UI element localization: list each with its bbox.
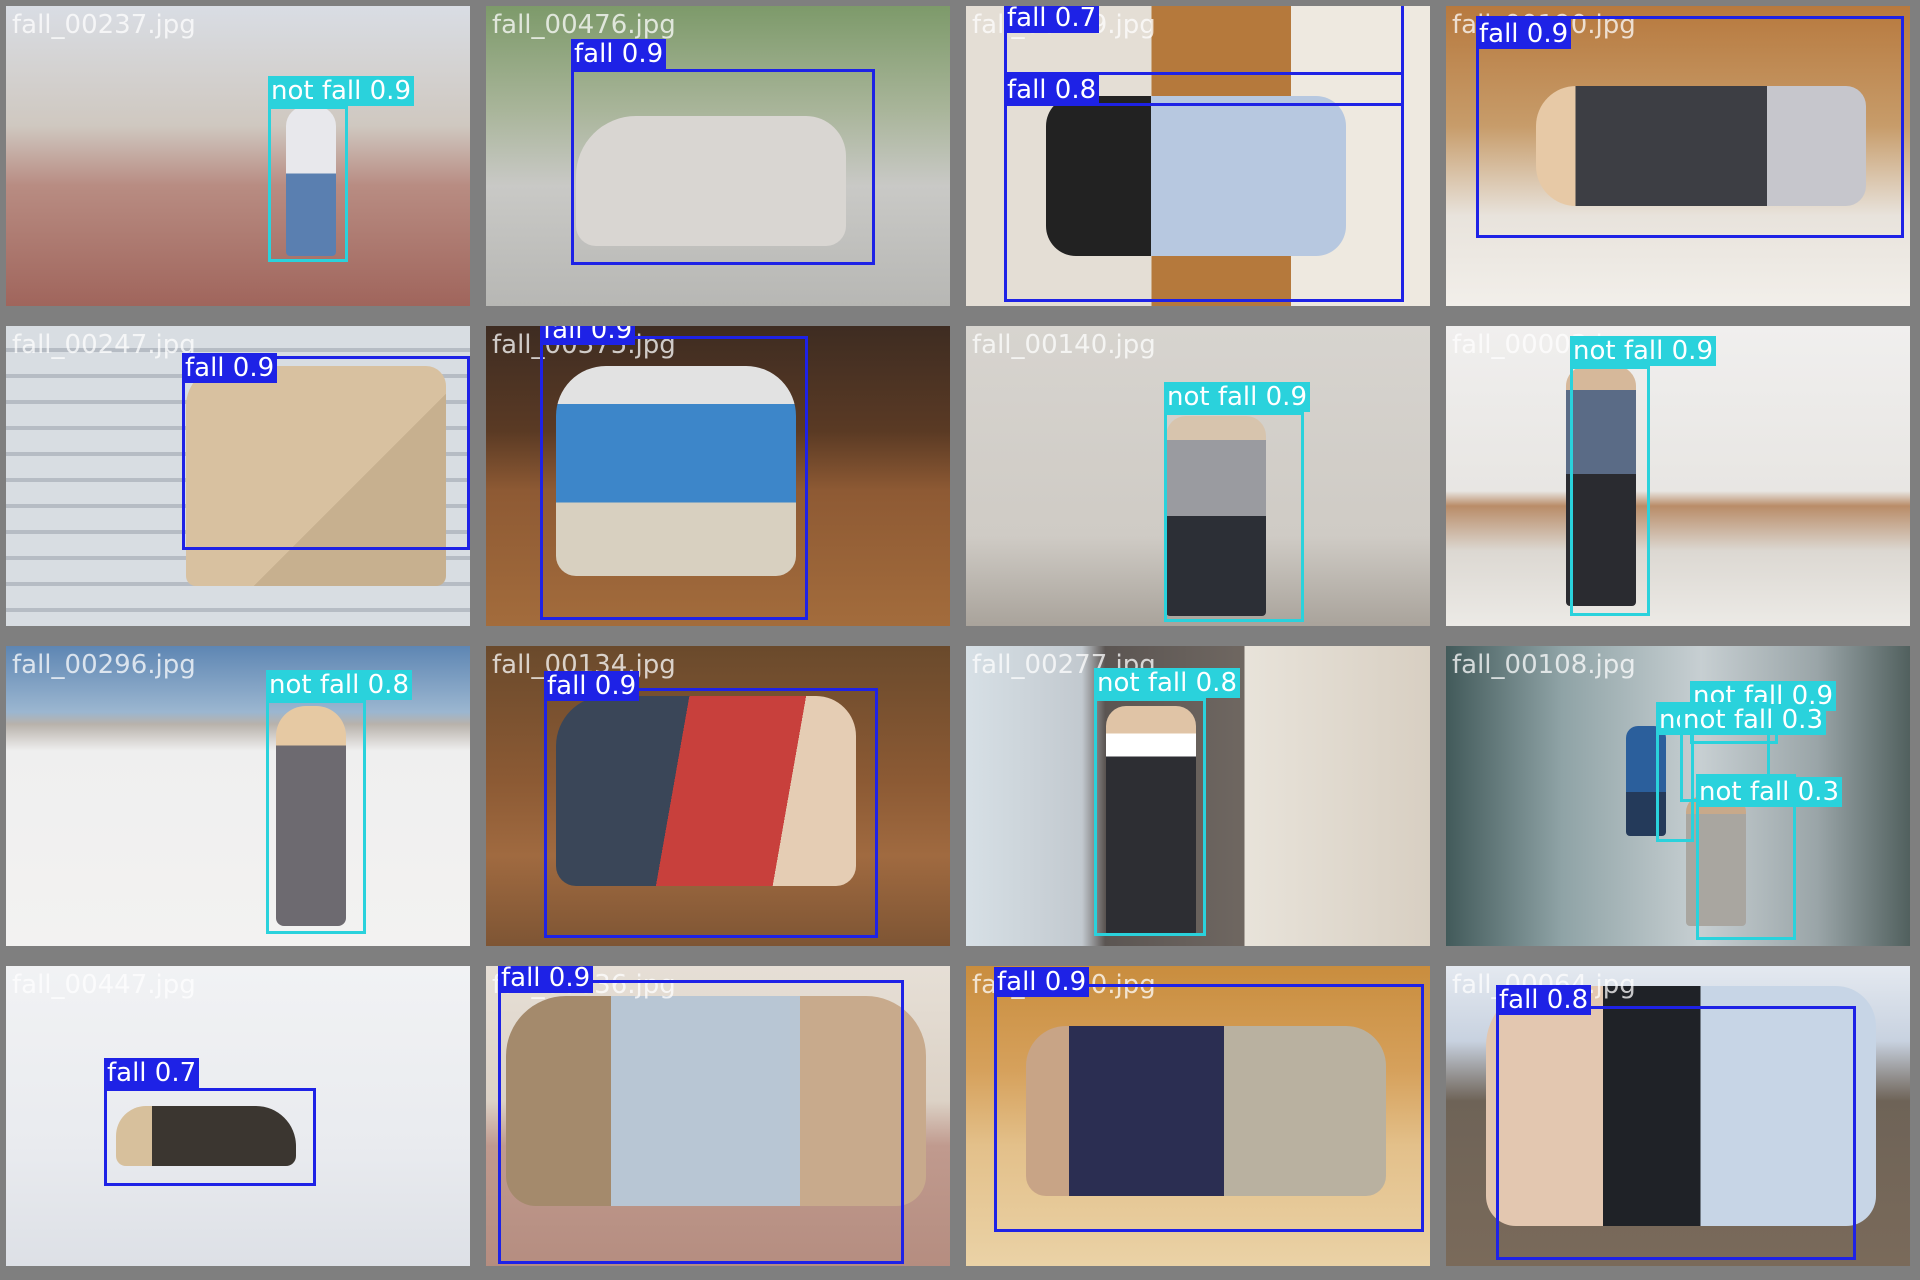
person-figure (1536, 86, 1866, 206)
person-figure (276, 706, 346, 926)
detection-box: fall 0.9 (994, 967, 1424, 1232)
detection-label: fall 0.9 (1476, 19, 1572, 49)
person-figure (1566, 366, 1636, 606)
image-tile: fall_00064.jpg fall 0.8 (1446, 966, 1910, 1266)
detection-label: fall 0.8 (1496, 985, 1592, 1015)
image-tile: fall_00476.jpg fall 0.9 (486, 6, 950, 306)
detection-label: fall 0.9 (994, 967, 1090, 997)
scene-bright-room (1446, 326, 1910, 626)
file-name: fall_00140.jpg (972, 330, 1156, 360)
person-figure (556, 366, 796, 576)
detection-label: not fall 0.8 (1094, 668, 1240, 698)
image-tile: fall_00296.jpg not fall 0.8 (6, 646, 470, 946)
file-name: fall_00237.jpg (12, 10, 196, 40)
person-figure (556, 696, 856, 886)
image-tile: fall_00108.jpg not fall 0.9 not fall 0.3… (1446, 646, 1910, 946)
detection-label: not fall 0.9 (268, 76, 414, 106)
person-figure (576, 116, 846, 246)
file-name: fall_00476.jpg (492, 10, 676, 40)
image-tile: fall_00219.jpg fall 0.7 fall 0.8 (966, 6, 1430, 306)
detection-label: not fall 0.9 (1570, 336, 1716, 366)
detection-label: not fall 0.3 (1680, 705, 1826, 735)
detection-box: not fall 0.9 (1570, 336, 1716, 616)
person-figure (1046, 96, 1346, 256)
person-figure (286, 106, 336, 256)
detection-box: not fall 0.8 (266, 670, 412, 934)
image-tile: fall_00003.jpg not fall 0.9 (1446, 326, 1910, 626)
detection-label: fall 0.7 (104, 1058, 200, 1088)
detection-box: fall 0.7 (104, 1058, 316, 1186)
detection-box: fall 0.8 (1004, 72, 1404, 302)
detection-box: fall 0.9 (498, 966, 904, 1264)
image-tile: fall_00277.jpg not fall 0.8 (966, 646, 1430, 946)
image-tile: fall_00247.jpg fall 0.9 (6, 326, 470, 626)
detection-label: fall 0.9 (544, 671, 640, 701)
detection-box: fall 0.9 (182, 353, 470, 550)
detection-label: fall 0.9 (498, 966, 594, 993)
image-tile: fall_00240.jpg fall 0.9 (966, 966, 1430, 1266)
detection-box: not fall 0.9 (268, 76, 414, 262)
detection-label: fall 0.9 (571, 39, 667, 69)
detection-label: fall 0.9 (182, 353, 278, 383)
detection-label: not fall 0.9 (1164, 382, 1310, 412)
person-figure (1026, 1026, 1386, 1196)
person-figure (1166, 416, 1266, 616)
image-tile: fall_00134.jpg fall 0.9 (486, 646, 950, 946)
detection-box: not fall 0.3 (1696, 774, 1842, 940)
file-name: fall_00247.jpg (12, 330, 196, 360)
file-name: fall_00296.jpg (12, 650, 196, 680)
detection-box: fall 0.9 (544, 671, 878, 938)
detection-box: fall 0.9 (1476, 16, 1904, 238)
detection-label: fall 0.8 (1004, 75, 1100, 105)
detection-box: fall 0.8 (1496, 985, 1856, 1260)
image-tile: fall_00036.jpg fall 0.9 (486, 966, 950, 1266)
person-figure (506, 996, 926, 1206)
detection-box: not fall 0.9 (1164, 382, 1310, 622)
file-name: fall_00447.jpg (12, 970, 196, 1000)
image-tile: fall_00140.jpg not fall 0.9 (966, 326, 1430, 626)
person-figure (1106, 706, 1196, 936)
detection-box: not fall 0.8 (1094, 668, 1240, 936)
file-name: fall_00108.jpg (1452, 650, 1636, 680)
detection-box: fall 0.9 (540, 326, 808, 620)
person-figure (1486, 986, 1876, 1226)
image-tile: fall_00237.jpg not fall 0.9 (6, 6, 470, 306)
image-tile: fall_00190.jpg fall 0.9 (1446, 6, 1910, 306)
person-figure (1626, 726, 1666, 836)
detection-label: not fall 0.3 (1696, 777, 1842, 807)
detection-box: fall 0.9 (571, 39, 875, 265)
detection-label: fall 0.9 (540, 326, 636, 345)
image-tile: fall_00375.jpg fall 0.9 (486, 326, 950, 626)
image-tile: fall_00447.jpg fall 0.7 (6, 966, 470, 1266)
detection-label: not fall 0.8 (266, 670, 412, 700)
person-figure (116, 1106, 296, 1166)
detection-label: fall 0.7 (1004, 6, 1100, 33)
detection-box: fall 0.7 (1004, 6, 1404, 106)
scene-plaza (6, 6, 470, 306)
